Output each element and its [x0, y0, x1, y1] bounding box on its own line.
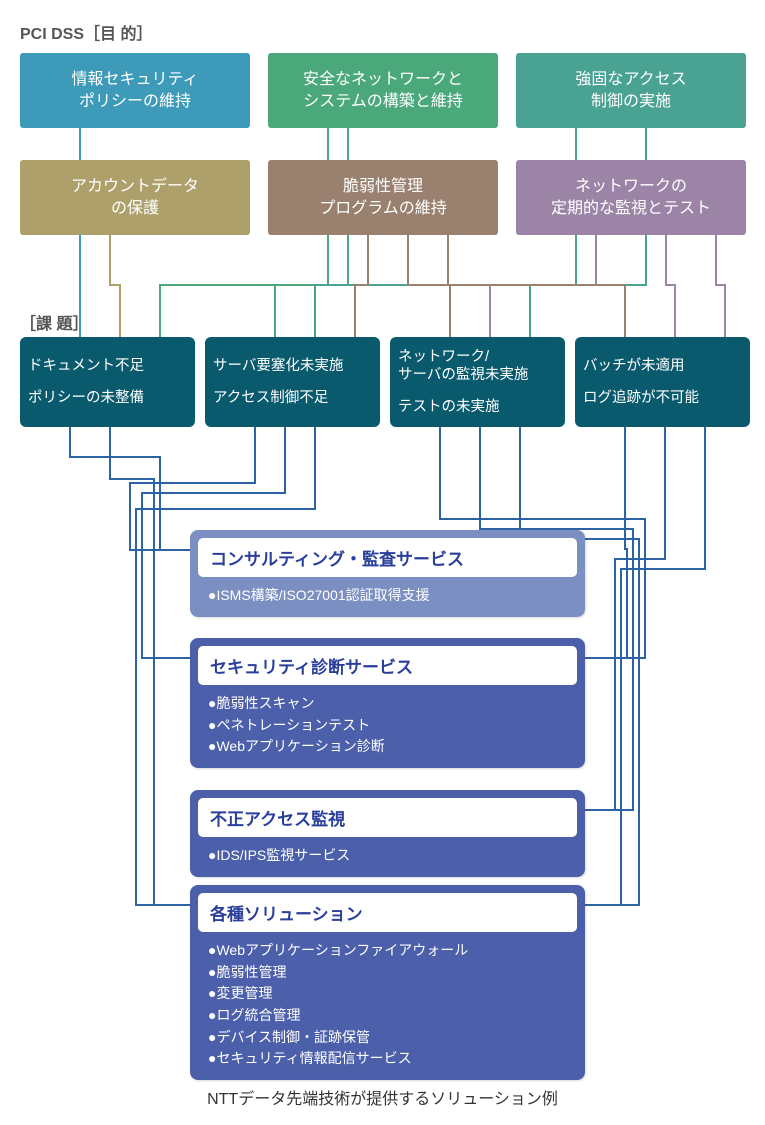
solution-title: コンサルティング・監査サービス: [198, 538, 577, 577]
solution-title: セキュリティ診断サービス: [198, 646, 577, 685]
solution-items: ●ISMS構築/ISO27001認証取得支援: [198, 585, 577, 607]
objective-box: 安全なネットワークとシステムの構築と維持: [268, 53, 498, 128]
kadai-line: ポリシーの未整備: [28, 389, 187, 407]
kadai-line: サーバ要塞化未実施: [213, 357, 372, 375]
footer-caption: NTTデータ先端技術が提供するソリューション例: [0, 1085, 765, 1109]
solution-box: セキュリティ診断サービス ●脆弱性スキャン●ペネトレーションテスト●Webアプリケ…: [190, 638, 585, 768]
section-title-kadai: ［課 題］: [20, 310, 88, 334]
kadai-line: テストの未実施: [398, 398, 557, 416]
solution-items: ●脆弱性スキャン●ペネトレーションテスト●Webアプリケーション診断: [198, 693, 577, 758]
solution-items: ●IDS/IPS監視サービス: [198, 845, 577, 867]
objective-box: アカウントデータの保護: [20, 160, 250, 235]
solution-box: 不正アクセス監視 ●IDS/IPS監視サービス: [190, 790, 585, 877]
objective-box: ネットワークの定期的な監視とテスト: [516, 160, 746, 235]
section-title-objectives: PCI DSS［目 的］: [20, 20, 152, 44]
objective-box: 脆弱性管理プログラムの維持: [268, 160, 498, 235]
kadai-line: ドキュメント不足: [28, 357, 187, 375]
kadai-box: バッチが未適用ログ追跡が不可能: [575, 337, 750, 427]
objective-box: 強固なアクセス制御の実施: [516, 53, 746, 128]
kadai-box: ドキュメント不足ポリシーの未整備: [20, 337, 195, 427]
solution-box: コンサルティング・監査サービス ●ISMS構築/ISO27001認証取得支援: [190, 530, 585, 617]
kadai-box: ネットワーク/サーバの監視未実施テストの未実施: [390, 337, 565, 427]
kadai-line: バッチが未適用: [583, 357, 742, 375]
solution-title: 不正アクセス監視: [198, 798, 577, 837]
solution-title: 各種ソリューション: [198, 893, 577, 932]
kadai-line: ネットワーク/サーバの監視未実施: [398, 348, 557, 384]
kadai-box: サーバ要塞化未実施アクセス制御不足: [205, 337, 380, 427]
solution-box: 各種ソリューション ●Webアプリケーションファイアウォール●脆弱性管理●変更管理…: [190, 885, 585, 1080]
objective-box: 情報セキュリティポリシーの維持: [20, 53, 250, 128]
kadai-line: ログ追跡が不可能: [583, 389, 742, 407]
solution-items: ●Webアプリケーションファイアウォール●脆弱性管理●変更管理●ログ統合管理●デ…: [198, 940, 577, 1070]
kadai-line: アクセス制御不足: [213, 389, 372, 407]
